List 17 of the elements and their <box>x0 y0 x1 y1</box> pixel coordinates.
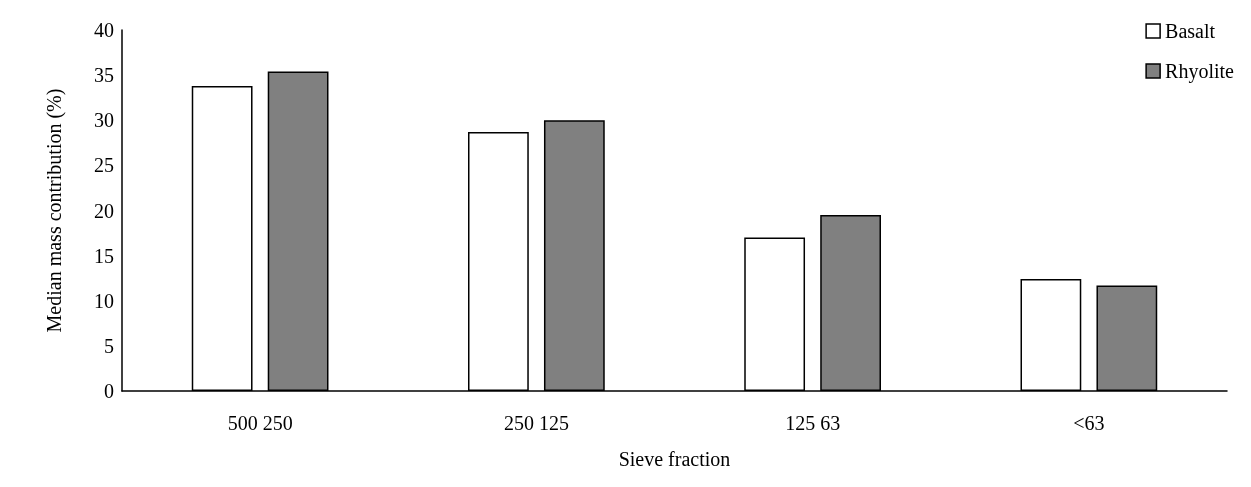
y-tick-label: 10 <box>94 289 114 312</box>
legend-label: Basalt <box>1165 20 1216 42</box>
x-tick-label: <63 <box>1073 412 1105 434</box>
legend-label: Rhyolite <box>1165 60 1235 83</box>
x-axis-title: Sieve fraction <box>618 448 731 470</box>
y-axis-title: Median mass contribution (%) <box>43 88 66 333</box>
y-tick-label: 30 <box>94 109 114 132</box>
y-tick-label: 20 <box>94 199 114 222</box>
x-tick-label: 500 250 <box>227 412 293 434</box>
x-tick-label: 250 125 <box>503 412 569 434</box>
y-tick-label: 15 <box>94 244 114 267</box>
y-tick-label: 35 <box>94 64 114 87</box>
y-tick-label: 5 <box>104 334 114 357</box>
x-tick-label: 125 63 <box>785 412 841 434</box>
y-tick-label: 25 <box>94 154 114 177</box>
y-tick-label: 40 <box>94 19 114 41</box>
y-tick-label: 0 <box>104 380 114 402</box>
